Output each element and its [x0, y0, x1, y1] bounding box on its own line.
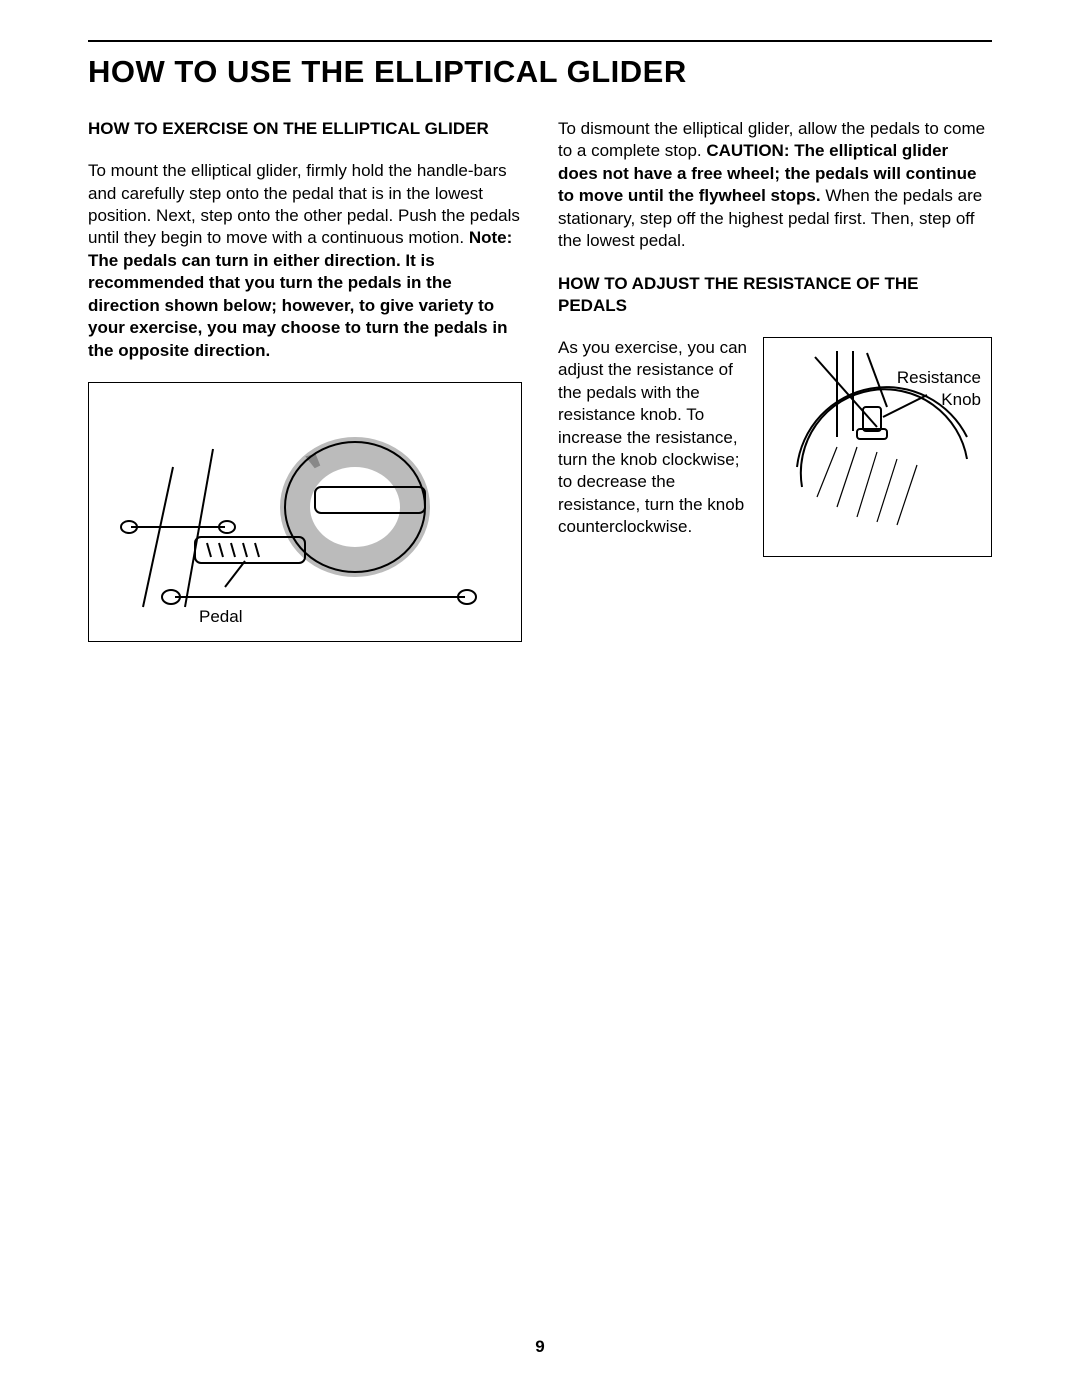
section-heading-exercise: HOW TO EXERCISE ON THE ELLIPTICAL GLIDER	[88, 118, 522, 140]
figure-pedals: Pedal	[88, 382, 522, 642]
figure-label-pedal: Pedal	[199, 607, 242, 627]
pedal-diagram-icon	[115, 397, 495, 627]
page-number: 9	[0, 1337, 1080, 1357]
paragraph-resistance: As you exercise, you can adjust the resi…	[558, 337, 749, 557]
figure-label-resistance-a: Resistance	[897, 368, 981, 388]
page-title: HOW TO USE THE ELLIPTICAL GLIDER	[88, 54, 992, 90]
paragraph-dismount: To dismount the elliptical glider, allow…	[558, 118, 992, 253]
paragraph-mount-text: To mount the elliptical glider, firmly h…	[88, 161, 520, 247]
figure-label-resistance-b: Knob	[941, 390, 981, 410]
paragraph-mount-note-bold: Note: The pedals can turn in either dire…	[88, 228, 512, 359]
figure-resistance-knob: Resistance Knob	[763, 337, 992, 557]
two-column-layout: HOW TO EXERCISE ON THE ELLIPTICAL GLIDER…	[88, 118, 992, 642]
paragraph-mount: To mount the elliptical glider, firmly h…	[88, 160, 522, 362]
horizontal-rule	[88, 40, 992, 42]
section-heading-resistance: HOW TO ADJUST THE RESISTANCE OF THE PEDA…	[558, 273, 992, 317]
resistance-row: As you exercise, you can adjust the resi…	[558, 337, 992, 557]
right-column: To dismount the elliptical glider, allow…	[558, 118, 992, 642]
left-column: HOW TO EXERCISE ON THE ELLIPTICAL GLIDER…	[88, 118, 522, 642]
